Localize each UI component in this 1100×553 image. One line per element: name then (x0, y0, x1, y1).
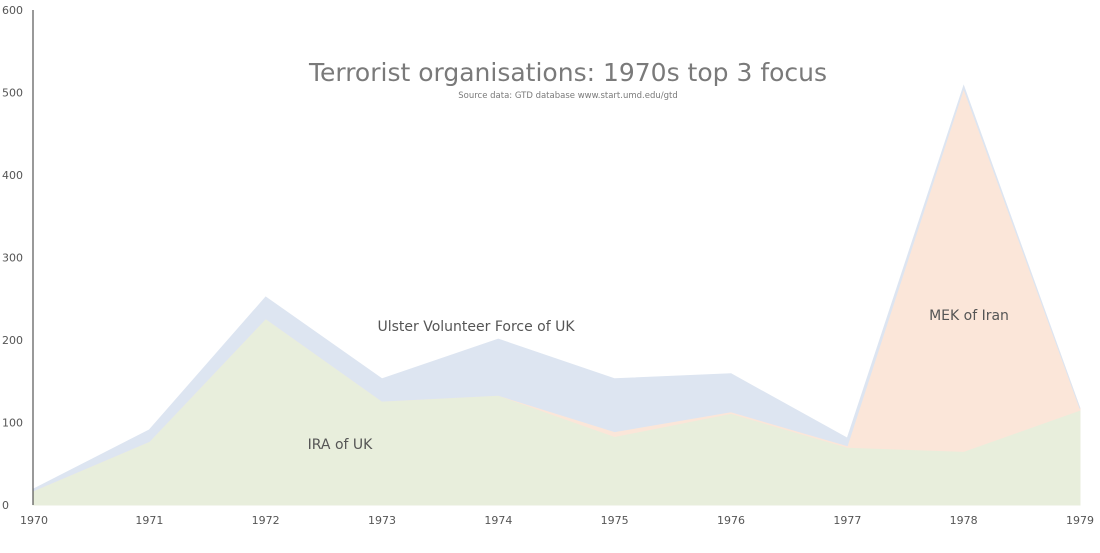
y-tick-label: 200 (2, 334, 23, 347)
x-axis-ticks: 1970 1971 1972 1973 1974 1975 1976 1977 1978 1979 (20, 514, 1094, 527)
y-tick-label: 400 (2, 169, 23, 182)
x-tick-label: 1978 (950, 514, 978, 527)
y-axis-ticks: 0 100 200 300 400 500 600 (2, 4, 23, 512)
series-label-mek: MEK of Iran (929, 308, 1009, 324)
area-ulster-volunteer-force-of-uk (32, 84, 1081, 492)
x-tick-label: 1971 (135, 514, 163, 527)
series-areas (32, 84, 1081, 506)
x-tick-label: 1976 (717, 514, 745, 527)
x-tick-label: 1973 (368, 514, 396, 527)
y-tick-label: 600 (2, 4, 23, 17)
x-tick-label: 1972 (252, 514, 280, 527)
y-tick-label: 300 (2, 252, 23, 265)
chart-subtitle: Source data: GTD database www.start.umd.… (458, 91, 677, 101)
series-label-ulster: Ulster Volunteer Force of UK (377, 319, 575, 335)
chart-title: Terrorist organisations: 1970s top 3 foc… (308, 58, 827, 87)
x-tick-label: 1974 (484, 514, 512, 527)
y-tick-label: 0 (2, 499, 9, 512)
series-label-ira: IRA of UK (308, 437, 374, 453)
x-tick-label: 1975 (601, 514, 629, 527)
y-tick-label: 500 (2, 87, 23, 100)
y-tick-label: 100 (2, 417, 23, 430)
x-tick-label: 1979 (1066, 514, 1094, 527)
x-tick-label: 1977 (833, 514, 861, 527)
x-tick-label: 1970 (20, 514, 48, 527)
series-labels: Ulster Volunteer Force of UK IRA of UK M… (308, 308, 1009, 453)
